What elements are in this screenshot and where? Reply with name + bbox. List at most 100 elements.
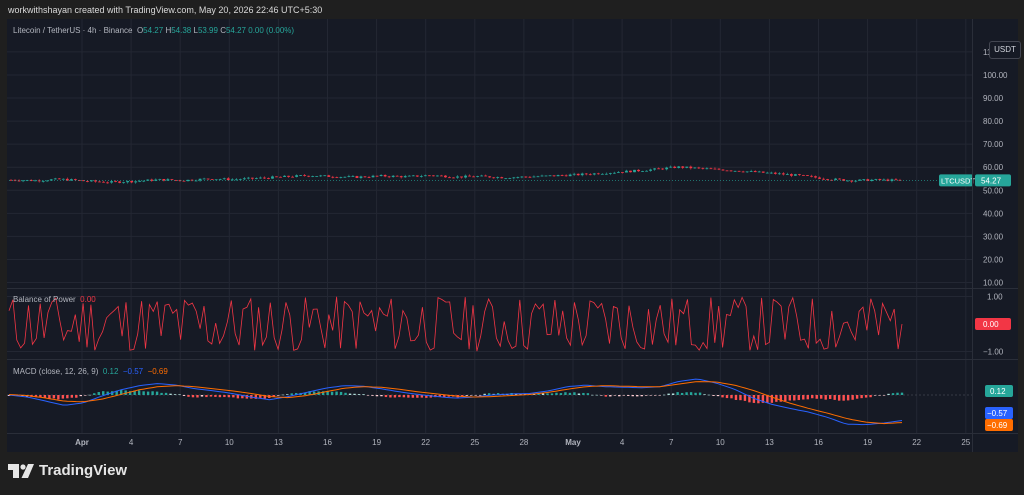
price-axis-tick-label: 40.00	[983, 209, 1004, 218]
candle	[452, 177, 455, 179]
macd-histogram-bar	[321, 391, 325, 395]
candle	[645, 170, 648, 172]
macd-histogram-bar	[97, 392, 100, 395]
macd-histogram-bar	[734, 395, 738, 400]
candle	[713, 168, 717, 170]
candle	[604, 173, 608, 175]
candle	[162, 178, 166, 181]
candle	[214, 179, 218, 181]
close-label: C	[220, 26, 226, 35]
macd-histogram-bar	[308, 391, 311, 395]
candle	[254, 178, 258, 180]
tradingview-logo[interactable]: TradingView	[8, 462, 127, 479]
macd-histogram-bar	[155, 391, 159, 395]
macd-histogram-bar	[223, 395, 226, 398]
candle	[793, 174, 797, 176]
candle	[468, 175, 471, 177]
candle	[158, 178, 162, 180]
macd-histogram-bar	[402, 395, 406, 398]
macd-legend[interactable]: MACD (close, 12, 26, 9) 0.12 −0.57 −0.69	[13, 367, 168, 376]
macd-histogram-bar	[483, 393, 486, 395]
candle	[202, 178, 206, 180]
candle	[886, 179, 890, 181]
macd-histogram-bar	[725, 395, 729, 399]
macd-histogram-bar	[658, 395, 661, 396]
candle	[689, 166, 693, 169]
macd-histogram-bar	[550, 393, 554, 395]
pane-divider[interactable]	[7, 288, 1018, 289]
price-axis-tick-label: 20.00	[983, 255, 1004, 264]
candle	[560, 175, 564, 176]
macd-histogram-bar	[232, 395, 235, 398]
macd-histogram-bar	[61, 395, 65, 399]
macd-histogram-bar	[694, 392, 697, 395]
candle	[773, 172, 777, 174]
candle	[86, 181, 89, 182]
candle	[464, 175, 467, 178]
candle	[226, 178, 230, 181]
candle	[608, 173, 612, 174]
candle	[242, 178, 246, 180]
macd-histogram-bar	[218, 395, 222, 398]
candle	[61, 178, 65, 180]
bop-title: Balance of Power	[13, 295, 76, 304]
candle	[303, 175, 307, 176]
macd-histogram-bar	[573, 392, 576, 395]
candle	[822, 178, 825, 180]
change-value: 0.00 (0.00%)	[248, 26, 295, 35]
candle	[806, 175, 809, 176]
candle	[532, 176, 536, 178]
macd-histogram-bar	[425, 395, 428, 398]
macd-histogram-bar	[878, 395, 881, 396]
pane-divider[interactable]	[7, 359, 1018, 360]
macd-histogram-bar	[70, 395, 74, 398]
candle	[331, 176, 335, 178]
candle	[118, 181, 122, 183]
chart-canvas[interactable]: 110.00100.0090.0080.0070.0060.0050.0040.…	[7, 19, 1018, 452]
currency-button[interactable]: USDT	[989, 41, 1021, 59]
macd-histogram-bar	[743, 395, 747, 401]
macd-histogram-bar	[752, 395, 756, 403]
macd-histogram-bar	[595, 394, 599, 396]
low-label: L	[193, 26, 198, 35]
candle	[122, 182, 126, 184]
candle	[761, 171, 765, 173]
bop-legend[interactable]: Balance of Power 0.00	[13, 295, 96, 304]
candle	[33, 180, 37, 182]
candle	[102, 181, 105, 183]
candle	[826, 179, 829, 181]
candle	[283, 175, 286, 177]
chart-panel[interactable]: 110.00100.0090.0080.0070.0060.0050.0040.…	[7, 19, 1021, 452]
candle	[291, 176, 294, 178]
candle	[476, 176, 480, 178]
macd-histogram-bar	[84, 395, 87, 396]
candle	[323, 175, 327, 177]
macd-histogram-bar	[829, 395, 832, 399]
symbol-title[interactable]: Litecoin / TetherUS · 4h · Binance	[13, 26, 133, 35]
macd-histogram-bar	[286, 394, 289, 395]
candle	[166, 179, 170, 181]
macd-histogram-bar	[312, 391, 316, 395]
tradingview-logo-icon	[8, 463, 34, 478]
candle	[709, 168, 713, 170]
candle	[94, 180, 97, 182]
macd-histogram-bar	[245, 395, 249, 399]
open-label: O	[136, 26, 144, 35]
macd-histogram-bar	[93, 393, 96, 395]
candle	[548, 175, 552, 177]
macd-histogram-bar	[837, 395, 841, 401]
macd-histogram-bar	[389, 395, 392, 398]
macd-histogram-bar	[420, 395, 424, 398]
candle	[327, 175, 331, 177]
macd-line-last-value: −0.57	[987, 409, 1008, 418]
time-axis-tick-label: 10	[716, 438, 725, 447]
macd-histogram-bar	[653, 395, 657, 396]
macd-histogram-bar	[761, 395, 765, 403]
candle	[335, 177, 339, 179]
candle	[106, 182, 109, 184]
macd-histogram-bar	[205, 395, 208, 398]
macd-histogram-bar	[676, 392, 679, 395]
macd-histogram-bar	[227, 395, 231, 398]
macd-histogram-bar	[52, 395, 56, 399]
macd-histogram-bar	[640, 395, 643, 397]
